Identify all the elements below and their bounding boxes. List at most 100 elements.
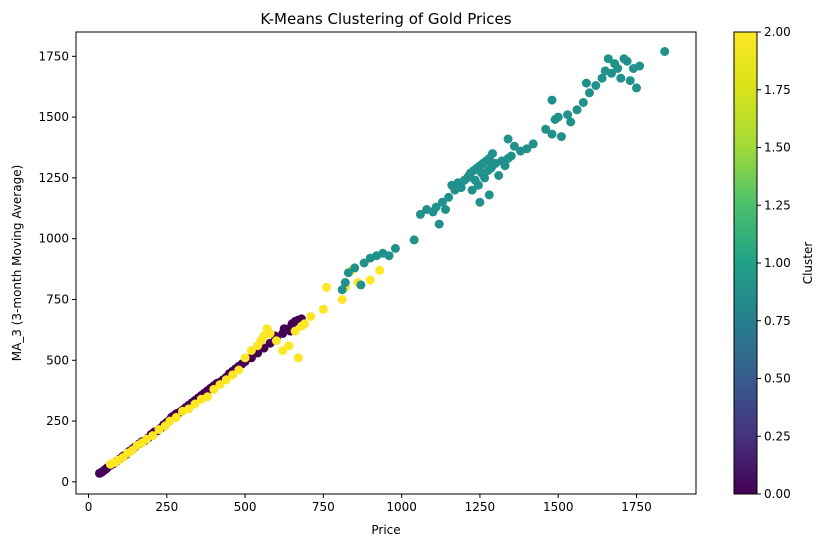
- y-tick-label: 1750: [38, 49, 69, 63]
- colorbar: 0.00 0.25 0.50 0.75 1.00 1.25 1.50 1.75 2.00 Clu…: [733, 25, 815, 501]
- data-point-cluster-1: [581, 78, 591, 88]
- data-point-cluster-1: [632, 83, 641, 93]
- data-point-cluster-1: [467, 185, 477, 195]
- x-tick-label: 1750: [621, 500, 652, 514]
- data-point-cluster-2: [300, 319, 310, 329]
- plot-frame: [75, 31, 697, 495]
- x-tick-label: 1500: [543, 500, 574, 514]
- y-tick-label: 1000: [38, 232, 69, 246]
- data-point-cluster-1: [607, 68, 616, 78]
- data-point-cluster-1: [384, 251, 394, 261]
- data-point-cluster-1: [340, 278, 350, 287]
- data-point-cluster-1: [566, 117, 576, 127]
- data-point-cluster-1: [591, 81, 601, 90]
- data-point-cluster-2: [306, 312, 316, 321]
- data-point-cluster-2: [221, 375, 231, 385]
- data-point-cluster-2: [284, 341, 294, 351]
- y-tick-label: 1500: [38, 110, 69, 124]
- y-tick-label: 750: [46, 292, 69, 306]
- x-axis-label: Price: [371, 523, 400, 537]
- data-point-cluster-1: [553, 112, 563, 122]
- data-point-cluster-2: [271, 336, 281, 346]
- data-point-cluster-1: [441, 205, 450, 214]
- colorbar-tick-label: 1.25: [764, 198, 791, 212]
- data-point-cluster-1: [572, 105, 582, 115]
- data-point-cluster-2: [246, 346, 256, 355]
- data-point-cluster-2: [278, 346, 288, 355]
- data-point-cluster-0: [246, 353, 256, 363]
- data-point-cluster-2: [290, 326, 300, 336]
- data-point-cluster-1: [547, 129, 557, 139]
- data-point-cluster-2: [375, 265, 385, 275]
- data-point-cluster-1: [603, 54, 613, 64]
- colorbar-tick-label: 0.00: [764, 487, 791, 501]
- data-point-cluster-1: [434, 219, 444, 229]
- data-point-cluster-1: [506, 151, 516, 161]
- data-point-cluster-1: [635, 61, 645, 71]
- data-point-cluster-2: [215, 380, 225, 390]
- data-point-cluster-1: [556, 132, 566, 142]
- data-point-cluster-1: [503, 134, 513, 144]
- data-point-cluster-2: [337, 295, 347, 304]
- x-tick-label: 250: [155, 500, 178, 514]
- data-point-cluster-1: [484, 190, 494, 200]
- data-point-cluster-1: [563, 110, 573, 120]
- data-point-cluster-1: [597, 73, 607, 83]
- colorbar-tick-label: 1.00: [764, 256, 791, 270]
- data-point-cluster-1: [456, 183, 466, 193]
- data-point-cluster-1: [480, 173, 490, 183]
- data-point-cluster-1: [613, 64, 623, 73]
- data-point-cluster-2: [265, 329, 275, 338]
- data-point-cluster-1: [494, 171, 504, 180]
- data-point-cluster-2: [190, 399, 200, 409]
- data-point-cluster-1: [337, 285, 347, 295]
- x-tick-label: 1000: [386, 500, 417, 514]
- chart-title: K-Means Clustering of Gold Prices: [260, 10, 511, 28]
- data-points: [95, 47, 670, 478]
- colorbar-tick-label: 0.75: [764, 314, 791, 328]
- x-tick-label: 750: [312, 500, 335, 514]
- x-tick-label: 1250: [465, 500, 496, 514]
- data-point-cluster-1: [356, 280, 366, 290]
- y-tick-label: 500: [46, 353, 69, 367]
- data-point-cluster-1: [437, 197, 447, 207]
- data-point-cluster-1: [660, 47, 670, 56]
- data-point-cluster-1: [625, 76, 635, 86]
- data-point-cluster-1: [473, 180, 483, 190]
- colorbar-gradient: [734, 32, 757, 494]
- data-point-cluster-2: [209, 384, 219, 394]
- data-point-cluster-1: [444, 192, 454, 202]
- data-point-cluster-2: [365, 275, 375, 285]
- colorbar-ticks: 0.00 0.25 0.50 0.75 1.00 1.25 1.50 1.75 2.00: [757, 25, 791, 501]
- data-point-cluster-1: [415, 209, 425, 219]
- data-point-cluster-1: [350, 263, 360, 273]
- data-point-cluster-1: [488, 149, 497, 159]
- x-tick-label: 500: [234, 500, 257, 514]
- data-point-cluster-1: [578, 98, 588, 107]
- colorbar-tick-label: 0.50: [764, 372, 791, 386]
- data-point-cluster-2: [240, 353, 250, 363]
- colorbar-tick-label: 0.25: [764, 429, 791, 443]
- data-point-cluster-1: [509, 141, 519, 151]
- y-axis-ticks: 0 250 500 750 1000 1250 1500 1750: [38, 49, 76, 489]
- data-point-cluster-1: [528, 139, 538, 149]
- data-point-cluster-2: [171, 412, 181, 422]
- data-point-cluster-1: [343, 268, 353, 278]
- plot-area: 0 250 500 750 1000 1250 1500 1750 0 250 500 750 100…: [38, 31, 697, 514]
- colorbar-label: Cluster: [801, 242, 815, 285]
- data-point-cluster-2: [184, 404, 194, 414]
- data-point-cluster-2: [234, 365, 244, 375]
- data-point-cluster-0: [279, 324, 289, 334]
- data-point-cluster-1: [359, 258, 369, 268]
- x-tick-label: 0: [85, 500, 93, 514]
- data-point-cluster-2: [148, 431, 158, 441]
- data-point-cluster-1: [616, 73, 626, 83]
- data-point-cluster-2: [293, 353, 303, 363]
- data-point-cluster-1: [622, 56, 632, 66]
- data-point-cluster-1: [547, 95, 557, 105]
- data-point-cluster-1: [390, 243, 400, 253]
- y-axis-label: MA_3 (3-month Moving Average): [10, 165, 24, 362]
- data-point-cluster-2: [318, 304, 328, 314]
- data-point-cluster-1: [431, 202, 441, 212]
